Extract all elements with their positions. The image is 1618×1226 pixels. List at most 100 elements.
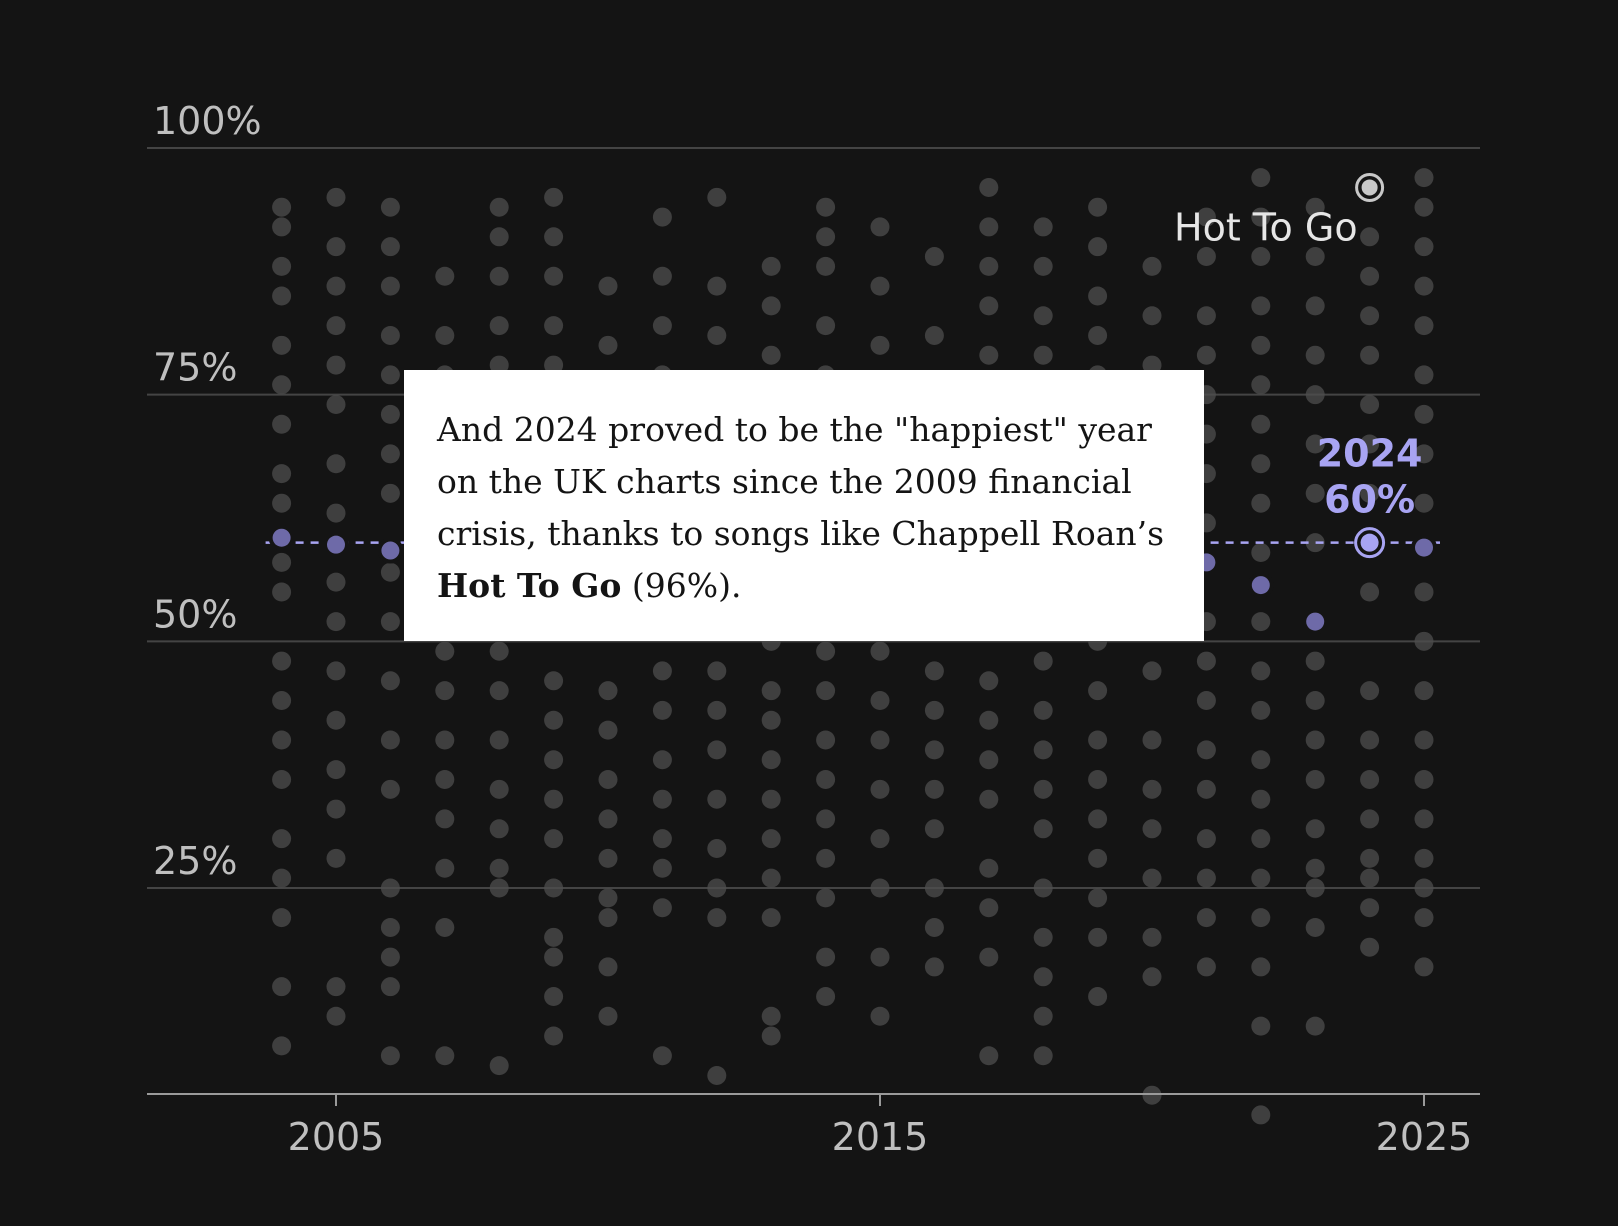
song-point [326, 710, 346, 730]
song-point [1360, 898, 1380, 918]
song-point [1088, 197, 1108, 217]
song-point [380, 197, 400, 217]
song-point [489, 197, 509, 217]
song-point [1033, 217, 1053, 237]
song-point [1251, 168, 1271, 188]
songs-layer [272, 168, 1434, 1125]
song-point [761, 789, 781, 809]
song-point [489, 878, 509, 898]
song-point [598, 1006, 618, 1026]
song-point [1414, 809, 1434, 829]
song-point [1414, 631, 1434, 651]
song-point [1414, 237, 1434, 257]
song-point [1088, 927, 1108, 947]
song-point [979, 789, 999, 809]
song-point [1251, 296, 1271, 316]
song-point [326, 187, 346, 207]
song-point [326, 1006, 346, 1026]
song-point [1414, 168, 1434, 188]
song-point [816, 681, 836, 701]
song-point [1033, 1046, 1053, 1066]
y-tick-label-100: 100% [153, 99, 262, 143]
song-point [326, 237, 346, 257]
song-point [326, 355, 346, 375]
average-point [272, 528, 291, 547]
y-tick-label-25: 25% [153, 839, 237, 883]
song-point [489, 1056, 509, 1076]
song-point [1414, 848, 1434, 868]
song-point [272, 582, 292, 602]
song-point [598, 769, 618, 789]
song-point [380, 404, 400, 424]
song-point [870, 1006, 890, 1026]
song-point [272, 286, 292, 306]
song-point [544, 878, 564, 898]
song-point [924, 957, 944, 977]
highlight-song-label: Hot To Go [1174, 205, 1358, 249]
song-point [380, 878, 400, 898]
song-point [272, 1036, 292, 1056]
song-point [1414, 878, 1434, 898]
song-point [761, 681, 781, 701]
song-point [1088, 237, 1108, 257]
song-point [1305, 197, 1325, 217]
song-point [1305, 819, 1325, 839]
song-point [652, 789, 672, 809]
song-point [652, 661, 672, 681]
song-point [979, 256, 999, 276]
song-point [380, 444, 400, 464]
song-point [1251, 700, 1271, 720]
song-point [1360, 681, 1380, 701]
song-point [1251, 908, 1271, 928]
song-point [761, 1006, 781, 1026]
song-point [1414, 444, 1434, 464]
song-point [1414, 957, 1434, 977]
song-point [380, 237, 400, 257]
song-point [1360, 266, 1380, 286]
song-point [870, 276, 890, 296]
song-point [924, 779, 944, 799]
song-point [272, 977, 292, 997]
song-point [1305, 385, 1325, 405]
song-point [272, 730, 292, 750]
song-point [1251, 1016, 1271, 1036]
song-point [1251, 375, 1271, 395]
song-point [1251, 543, 1271, 563]
song-point [1033, 779, 1053, 799]
song-point [544, 789, 564, 809]
average-point [1251, 576, 1270, 595]
song-point [435, 681, 455, 701]
song-point [326, 848, 346, 868]
song-point [544, 227, 564, 247]
song-point [272, 217, 292, 237]
song-point [924, 740, 944, 760]
song-point [1414, 365, 1434, 385]
song-point [979, 898, 999, 918]
song-point [326, 395, 346, 415]
song-point [1196, 829, 1216, 849]
song-point [326, 454, 346, 474]
song-point [761, 908, 781, 928]
song-point [1033, 878, 1053, 898]
song-point [326, 799, 346, 819]
song-point [1251, 335, 1271, 355]
song-point [544, 671, 564, 691]
song-point [272, 493, 292, 513]
song-point [924, 917, 944, 937]
song-point [1196, 691, 1216, 711]
song-point [979, 296, 999, 316]
song-point [816, 641, 836, 661]
song-point [1196, 908, 1216, 928]
song-point [979, 710, 999, 730]
song-point [652, 266, 672, 286]
x-tick-label-2025: 2025 [1376, 1115, 1473, 1159]
song-point [870, 691, 890, 711]
song-point [707, 1065, 727, 1085]
average-point [381, 541, 400, 560]
song-point [489, 858, 509, 878]
song-point [979, 858, 999, 878]
axis-layer: 2005 2015 2025 [147, 1093, 1480, 1159]
song-point [598, 681, 618, 701]
song-point [1196, 345, 1216, 365]
song-point [1360, 434, 1380, 454]
